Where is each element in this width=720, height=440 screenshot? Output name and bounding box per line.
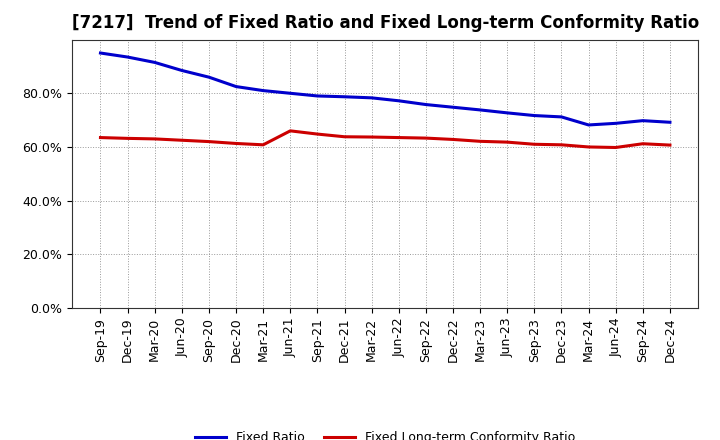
Fixed Long-term Conformity Ratio [313, 132, 322, 137]
Fixed Ratio [449, 105, 457, 110]
Fixed Ratio [204, 74, 213, 80]
Fixed Ratio [530, 113, 539, 118]
Line: Fixed Ratio: Fixed Ratio [101, 53, 670, 125]
Fixed Ratio [232, 84, 240, 89]
Fixed Long-term Conformity Ratio [232, 141, 240, 146]
Fixed Ratio [557, 114, 566, 120]
Fixed Long-term Conformity Ratio [639, 141, 647, 147]
Fixed Long-term Conformity Ratio [395, 135, 403, 140]
Fixed Long-term Conformity Ratio [259, 142, 268, 147]
Fixed Long-term Conformity Ratio [123, 136, 132, 141]
Fixed Ratio [96, 50, 105, 55]
Fixed Long-term Conformity Ratio [611, 145, 620, 150]
Fixed Long-term Conformity Ratio [286, 128, 294, 133]
Fixed Ratio [611, 121, 620, 126]
Fixed Long-term Conformity Ratio [178, 138, 186, 143]
Fixed Ratio [286, 91, 294, 96]
Fixed Ratio [503, 110, 511, 116]
Fixed Long-term Conformity Ratio [476, 139, 485, 144]
Line: Fixed Long-term Conformity Ratio: Fixed Long-term Conformity Ratio [101, 131, 670, 147]
Fixed Long-term Conformity Ratio [449, 137, 457, 142]
Fixed Long-term Conformity Ratio [557, 142, 566, 147]
Fixed Long-term Conformity Ratio [530, 142, 539, 147]
Fixed Long-term Conformity Ratio [421, 136, 430, 141]
Fixed Long-term Conformity Ratio [150, 136, 159, 142]
Fixed Ratio [123, 55, 132, 60]
Fixed Ratio [313, 93, 322, 99]
Fixed Ratio [639, 118, 647, 123]
Legend: Fixed Ratio, Fixed Long-term Conformity Ratio: Fixed Ratio, Fixed Long-term Conformity … [190, 426, 580, 440]
Fixed Ratio [367, 95, 376, 100]
Fixed Ratio [584, 122, 593, 128]
Fixed Long-term Conformity Ratio [204, 139, 213, 144]
Fixed Long-term Conformity Ratio [367, 134, 376, 139]
Fixed Long-term Conformity Ratio [503, 139, 511, 145]
Fixed Long-term Conformity Ratio [341, 134, 349, 139]
Fixed Ratio [421, 102, 430, 107]
Fixed Ratio [259, 88, 268, 93]
Fixed Long-term Conformity Ratio [96, 135, 105, 140]
Fixed Ratio [476, 107, 485, 113]
Fixed Ratio [665, 120, 674, 125]
Title: [7217]  Trend of Fixed Ratio and Fixed Long-term Conformity Ratio: [7217] Trend of Fixed Ratio and Fixed Lo… [71, 15, 699, 33]
Fixed Long-term Conformity Ratio [665, 143, 674, 148]
Fixed Ratio [395, 98, 403, 103]
Fixed Long-term Conformity Ratio [584, 144, 593, 150]
Fixed Ratio [178, 68, 186, 73]
Fixed Ratio [150, 60, 159, 65]
Fixed Ratio [341, 94, 349, 99]
